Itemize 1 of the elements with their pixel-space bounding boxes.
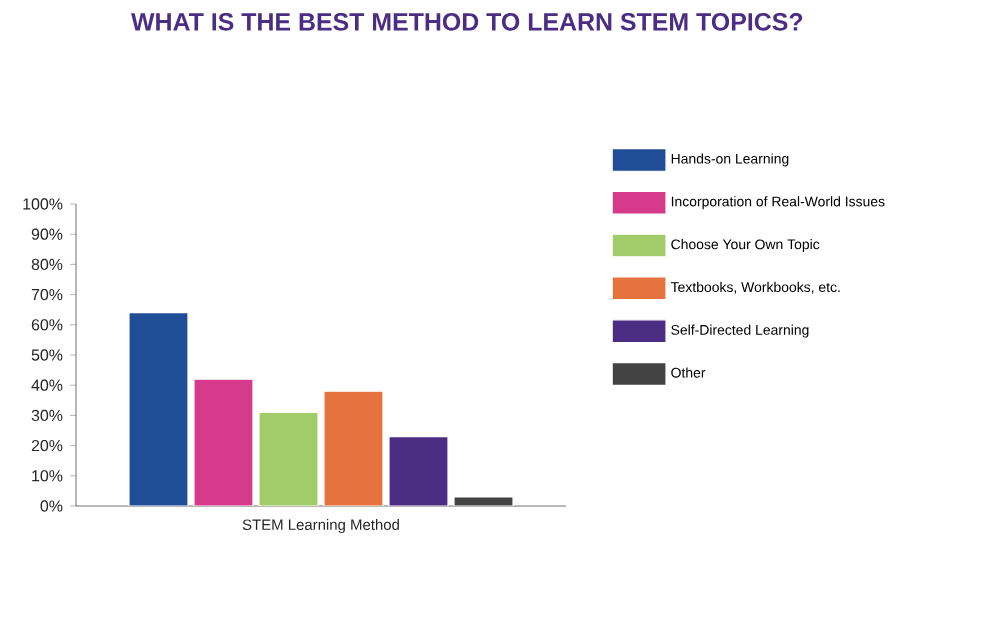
chart-title: WHAT IS THE BEST METHOD TO LEARN STEM TOPICS?	[131, 13, 803, 31]
